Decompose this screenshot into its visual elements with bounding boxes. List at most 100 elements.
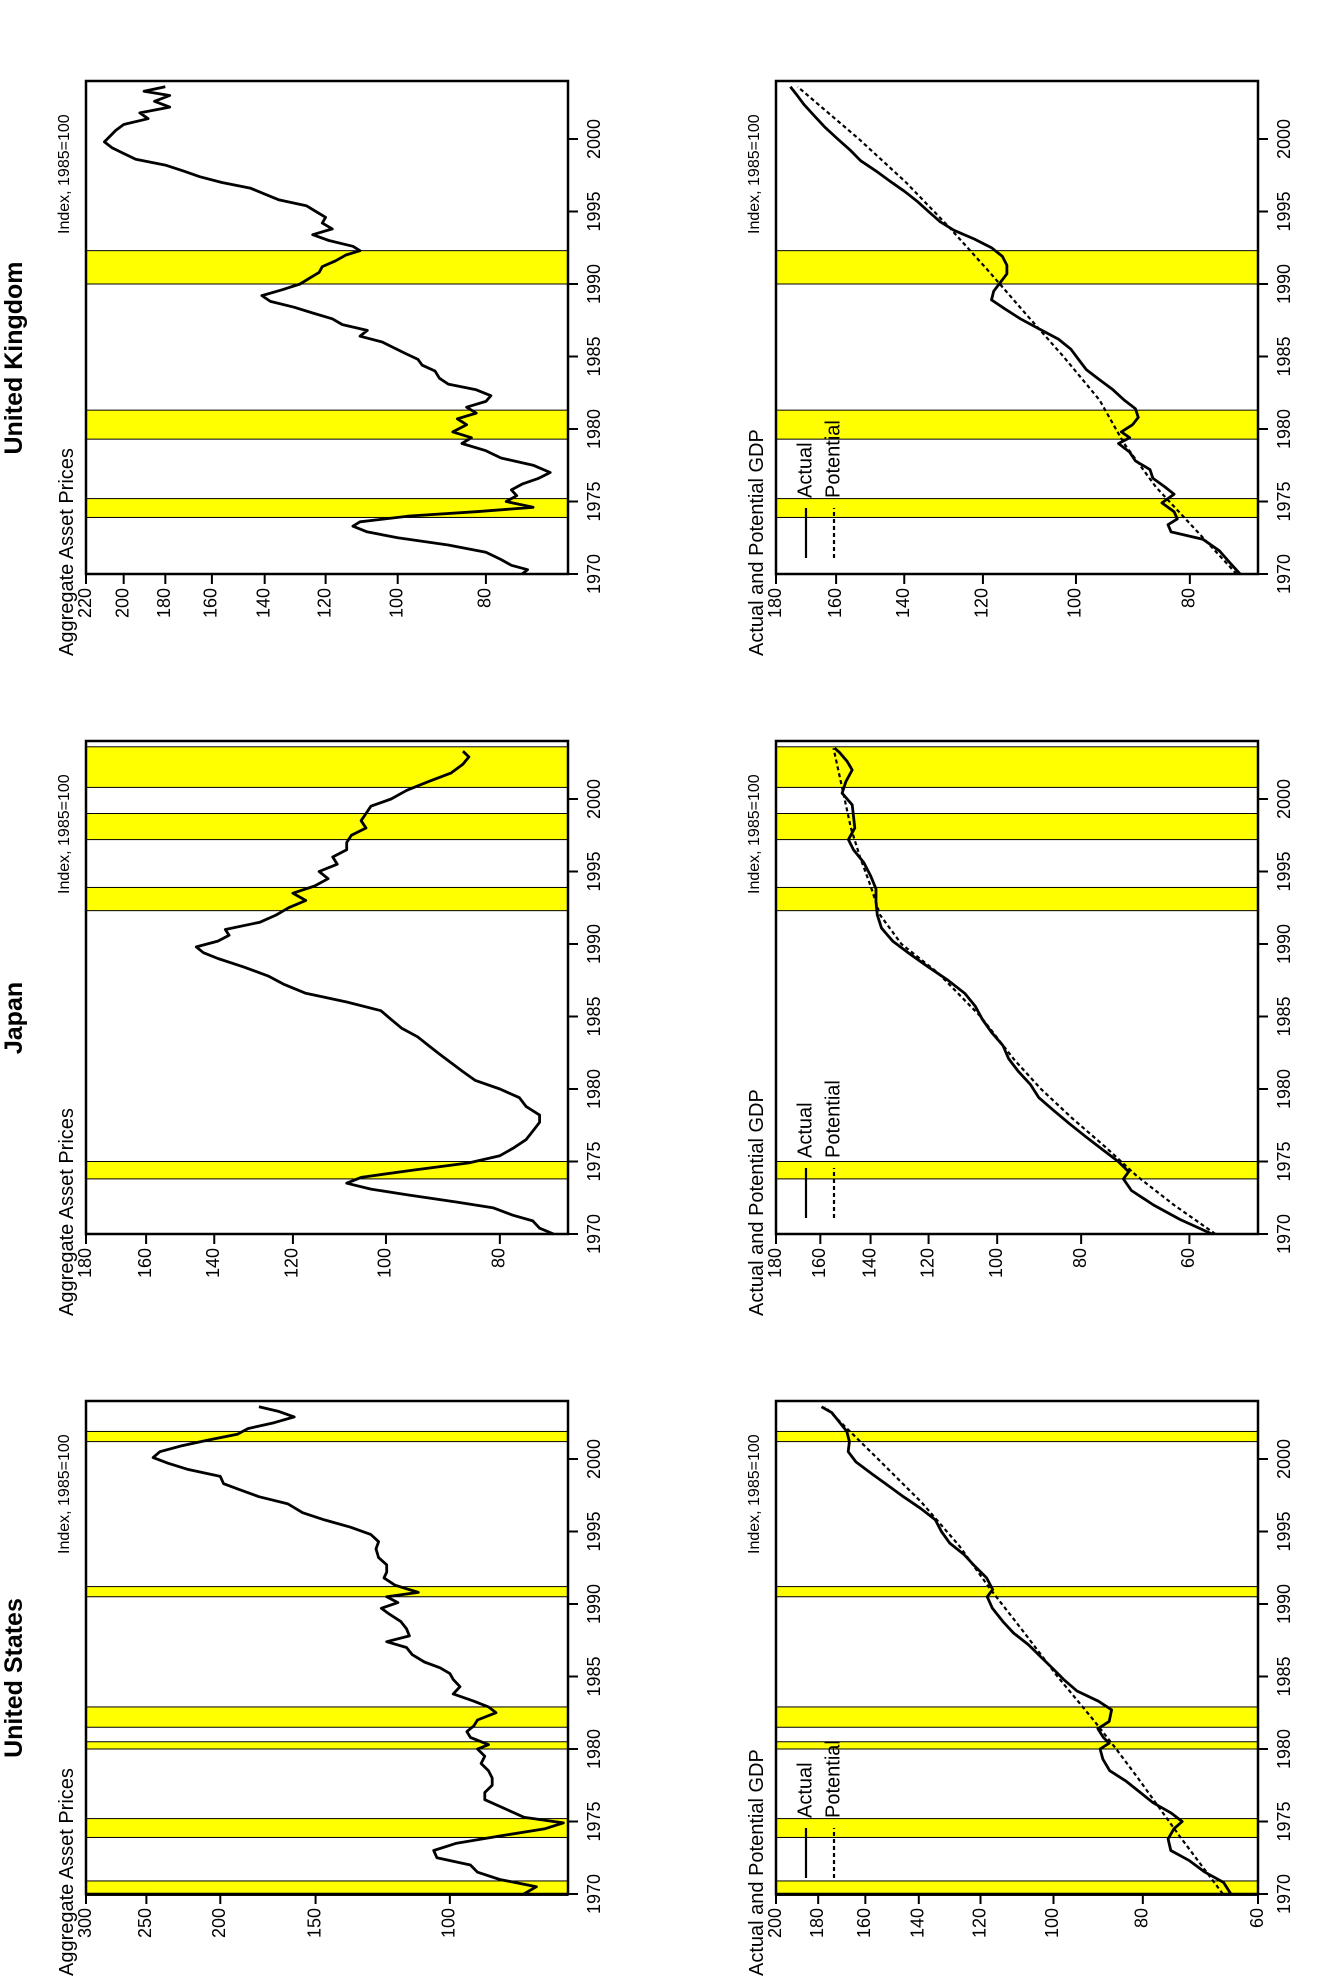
x-tick-label: 1990 <box>584 264 604 304</box>
y-tick-label: 200 <box>209 1908 229 1938</box>
panel-uk-asset-prices: Aggregate Asset Prices Index, 1985=100 1… <box>0 56 620 656</box>
x-tick-label: 2000 <box>1274 1439 1294 1479</box>
recession-band <box>85 1430 569 1443</box>
x-tick-label: 1995 <box>584 1511 604 1551</box>
y-tick-label: 220 <box>75 588 95 618</box>
plot-frame <box>84 739 570 1236</box>
y-tick-label: 150 <box>304 1908 324 1938</box>
y-tick-label: 140 <box>203 1248 223 1278</box>
y-tick-label: 120 <box>314 588 334 618</box>
y-tick-label: 60 <box>1247 1908 1267 1928</box>
x-tick-label: 1985 <box>584 996 604 1036</box>
chart-japan-gdp: 1970 1975 1980 1985 1990 1995 2000 60 80 100 120 14… <box>765 739 1294 1278</box>
series-line-asset-prices <box>151 1405 565 1896</box>
chart-uk-gdp: 1970 1975 1980 1985 1990 1995 2000 80 100 120 140 1… <box>765 79 1294 618</box>
y-tick-label: 120 <box>969 1908 989 1938</box>
recession-band <box>775 1586 1259 1598</box>
x-tick-label: 1985 <box>584 1656 604 1696</box>
recession-band <box>85 813 569 841</box>
recession-band <box>85 1586 569 1598</box>
x-tick-label: 1985 <box>584 336 604 376</box>
x-tick-label: 1980 <box>1274 409 1294 449</box>
y-tick-label: 80 <box>1179 588 1199 608</box>
y-tick-label: 140 <box>908 1908 928 1938</box>
y-tick-label: 180 <box>765 1248 785 1278</box>
recession-band <box>85 250 569 285</box>
x-tick-label: 2000 <box>584 779 604 819</box>
y-tick-label: 250 <box>135 1908 155 1938</box>
chart-us-asset-prices: 1970 1975 1980 1985 1990 1995 2000 100 150 200 250… <box>75 1399 604 1938</box>
series-line-actual <box>789 85 1242 575</box>
y-tick-label: 80 <box>475 588 495 608</box>
panel-us-asset-prices: Aggregate Asset Prices Index, 1985=100 1… <box>0 1376 620 1976</box>
plot-frame <box>84 1399 570 1896</box>
y-tick-label: 160 <box>135 1248 155 1278</box>
x-tick-label: 1980 <box>584 1069 604 1109</box>
recession-band <box>775 886 1259 912</box>
y-tick-label: 100 <box>1042 1908 1062 1938</box>
x-tick-label: 1970 <box>584 1874 604 1914</box>
x-tick-label: 1970 <box>584 554 604 594</box>
chart-us-gdp: 1970 1975 1980 1985 1990 1995 2000 60 80 100 120 14… <box>765 1399 1294 1938</box>
x-tick-label: 1975 <box>584 1801 604 1841</box>
recession-band <box>775 409 1259 440</box>
panel-uk-gdp: Actual and Potential GDP Index, 1985=100… <box>690 56 1310 656</box>
y-tick-label: 80 <box>1070 1248 1090 1268</box>
y-tick-label: 100 <box>386 588 406 618</box>
recession-band <box>85 1741 569 1750</box>
x-tick-label: 1975 <box>1274 1141 1294 1181</box>
y-tick-label: 300 <box>75 1908 95 1938</box>
y-tick-label: 140 <box>859 1248 879 1278</box>
series-line-actual <box>833 747 1213 1236</box>
y-tick-label: 100 <box>1065 588 1085 618</box>
x-tick-label: 1980 <box>1274 1069 1294 1109</box>
x-tick-label: 2000 <box>1274 119 1294 159</box>
recession-band <box>775 1741 1259 1750</box>
recession-band <box>775 250 1259 285</box>
recession-band <box>775 1706 1259 1728</box>
x-tick-label: 1985 <box>1274 996 1294 1036</box>
x-tick-label: 1980 <box>1274 1729 1294 1769</box>
x-tick-label: 1990 <box>1274 264 1294 304</box>
x-tick-label: 1975 <box>584 481 604 521</box>
legend-label: Actual <box>794 442 816 498</box>
panel-us-gdp: Actual and Potential GDP Index, 1985=100… <box>690 1376 1310 1976</box>
x-tick-label: 1995 <box>1274 1511 1294 1551</box>
y-tick-label: 160 <box>825 588 845 618</box>
panel-japan-gdp: Actual and Potential GDP Index, 1985=100… <box>690 716 1310 1316</box>
recession-band <box>775 746 1259 788</box>
y-tick-label: 180 <box>765 588 785 618</box>
y-tick-label: 140 <box>893 588 913 618</box>
recession-band <box>85 886 569 912</box>
recession-band <box>85 1706 569 1728</box>
y-tick-label: 180 <box>807 1908 827 1938</box>
series-line-asset-prices <box>194 750 555 1236</box>
y-tick-label: 80 <box>1132 1908 1152 1928</box>
recession-band <box>85 1818 569 1838</box>
chart-japan-asset-prices: 1970 1975 1980 1985 1990 1995 2000 80 100 120 140 1… <box>75 739 604 1278</box>
x-tick-label: 1990 <box>1274 924 1294 964</box>
x-tick-label: 1980 <box>584 1729 604 1769</box>
x-tick-label: 1970 <box>1274 1214 1294 1254</box>
x-tick-label: 1985 <box>1274 1656 1294 1696</box>
panel-japan-asset-prices: Aggregate Asset Prices Index, 1985=100 1… <box>0 716 620 1316</box>
recession-band <box>85 1160 569 1180</box>
series-line-potential <box>796 85 1238 575</box>
x-tick-label: 1995 <box>584 851 604 891</box>
x-tick-label: 1975 <box>1274 481 1294 521</box>
recession-band <box>775 1160 1259 1180</box>
series-line-potential <box>824 1406 1224 1895</box>
x-tick-label: 1970 <box>1274 554 1294 594</box>
y-tick-label: 100 <box>375 1248 395 1278</box>
plot-frame <box>774 1399 1260 1896</box>
plot-frame <box>774 739 1260 1236</box>
y-tick-label: 100 <box>986 1248 1006 1278</box>
y-tick-label: 80 <box>489 1248 509 1268</box>
y-tick-label: 200 <box>765 1908 785 1938</box>
x-tick-label: 1995 <box>1274 191 1294 231</box>
x-tick-label: 1975 <box>584 1141 604 1181</box>
y-tick-label: 200 <box>112 588 132 618</box>
legend-label: Actual <box>794 1762 816 1818</box>
